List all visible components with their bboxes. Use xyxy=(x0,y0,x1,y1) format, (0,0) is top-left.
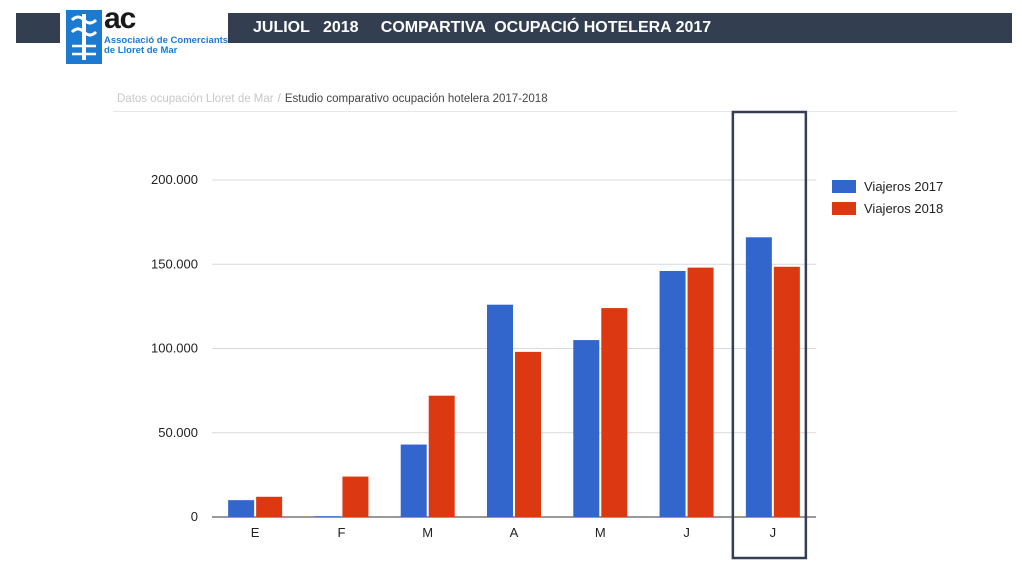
x-tick-label: E xyxy=(251,525,260,540)
bar-2018 xyxy=(773,266,800,517)
bar-2018 xyxy=(256,496,283,517)
x-tick-label: A xyxy=(510,525,519,540)
bar-2017 xyxy=(659,270,686,517)
y-tick-label: 200.000 xyxy=(151,172,198,187)
breadcrumb-link[interactable]: Datos ocupación Lloret de Mar xyxy=(117,93,274,105)
legend-swatch xyxy=(832,180,856,193)
logo: ac Associació de Comerciants de Lloret d… xyxy=(60,2,228,66)
bar-2018 xyxy=(687,267,714,517)
logo-icon xyxy=(66,10,102,64)
bar-2018 xyxy=(515,351,541,517)
breadcrumb-separator: / xyxy=(277,93,281,105)
bar-2017 xyxy=(400,444,427,517)
bar-2017 xyxy=(573,340,600,517)
x-tick-label: F xyxy=(337,525,345,540)
logo-text: ac xyxy=(104,2,136,35)
x-tick-label: J xyxy=(770,525,777,540)
x-tick-label: M xyxy=(422,525,433,540)
bar-2018 xyxy=(601,308,628,517)
legend-label: Viajeros 2017 xyxy=(864,179,943,194)
x-tick-label: M xyxy=(595,525,606,540)
page-title: JULIOL 2018 COMPARTIVA OCUPACIÓ HOTELERA… xyxy=(253,19,712,36)
highlight-box xyxy=(731,110,808,560)
breadcrumb-divider xyxy=(113,111,957,112)
bar-2018 xyxy=(428,395,455,517)
y-tick-label: 150.000 xyxy=(151,256,198,271)
breadcrumb: Datos ocupación Lloret de Mar / Estudio co… xyxy=(117,93,548,105)
bar-2018 xyxy=(342,476,369,517)
legend-label: Viajeros 2018 xyxy=(864,201,943,216)
bar-2017 xyxy=(487,304,513,517)
x-tick-label: J xyxy=(683,525,690,540)
y-tick-label: 100.000 xyxy=(151,341,198,356)
y-tick-label: 0 xyxy=(191,509,198,524)
bar-2017 xyxy=(228,500,255,517)
logo-name: Associació de Comerciants de Lloret de M… xyxy=(104,35,229,56)
y-tick-label: 50.000 xyxy=(158,425,198,440)
bar-2017 xyxy=(745,237,772,518)
legend-swatch xyxy=(832,202,856,215)
breadcrumb-current: Estudio comparativo ocupación hotelera 2… xyxy=(284,93,548,105)
bar-2017 xyxy=(314,516,341,517)
